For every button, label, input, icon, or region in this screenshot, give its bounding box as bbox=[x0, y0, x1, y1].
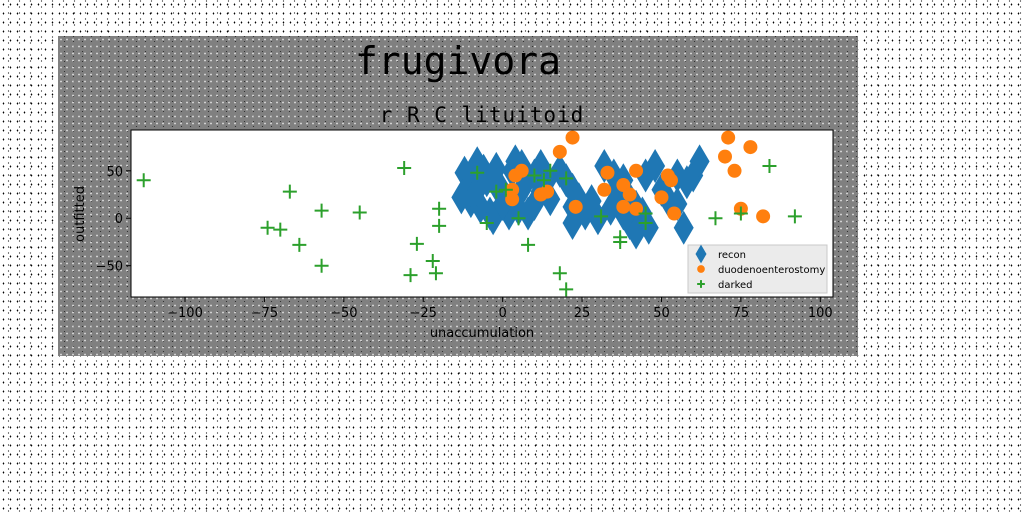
duodenoenterostomy-point bbox=[552, 144, 567, 159]
x-tick-label: −25 bbox=[410, 306, 437, 321]
darked-point bbox=[559, 282, 574, 297]
duodenoenterostomy-point bbox=[664, 173, 678, 188]
duodenoenterostomy-point bbox=[514, 163, 529, 178]
duodenoenterostomy-point bbox=[727, 163, 742, 178]
darked-point bbox=[409, 236, 424, 251]
darked-point bbox=[613, 230, 628, 245]
figure-panel: frugivora r R C lituitoid −100 −75 −50 −25 0… bbox=[58, 36, 858, 356]
darked-point bbox=[733, 206, 748, 221]
darked-point bbox=[282, 184, 297, 199]
x-tick-label: −100 bbox=[167, 306, 203, 321]
darked-point bbox=[403, 268, 418, 283]
duodenoenterostomy-point bbox=[718, 149, 732, 164]
legend-marker-duodenoenterostomy bbox=[697, 265, 705, 273]
darked-point bbox=[511, 211, 526, 226]
x-tick-label: 75 bbox=[733, 306, 750, 321]
duodenoenterostomy-point bbox=[629, 201, 644, 216]
darked-point bbox=[260, 220, 275, 235]
duodenoenterostomy-point bbox=[743, 140, 758, 155]
x-tick-label: 100 bbox=[808, 306, 833, 321]
darked-point bbox=[397, 160, 412, 175]
darked-point bbox=[552, 266, 567, 281]
duodenoenterostomy-point bbox=[568, 199, 583, 214]
legend-box bbox=[687, 244, 828, 294]
darked-point bbox=[273, 222, 288, 237]
legend-label: duodenoenterostomy bbox=[718, 265, 825, 276]
darked-point bbox=[762, 159, 777, 174]
y-tick-label: −50 bbox=[96, 260, 123, 275]
duodenoenterostomy-point bbox=[667, 206, 682, 221]
x-tick-label: 25 bbox=[574, 306, 591, 321]
darked-point bbox=[470, 165, 485, 180]
darked-point bbox=[498, 182, 513, 197]
darked-point bbox=[594, 209, 609, 224]
darked-point bbox=[352, 205, 367, 220]
darked-point bbox=[432, 201, 447, 216]
darked-point bbox=[314, 258, 329, 273]
x-tick-label: 0 bbox=[499, 306, 507, 321]
duodenoenterostomy-point bbox=[629, 163, 644, 178]
darked-point bbox=[521, 237, 536, 252]
darked-point bbox=[543, 163, 558, 178]
darked-point bbox=[638, 215, 653, 230]
darked-point bbox=[708, 211, 723, 226]
darked-point bbox=[136, 173, 151, 188]
darked-point bbox=[314, 203, 329, 218]
darked-point bbox=[479, 215, 494, 230]
x-axis-label: unaccumulation bbox=[430, 326, 534, 341]
duodenoenterostomy-point bbox=[721, 130, 736, 145]
darked-point bbox=[428, 266, 443, 281]
axis-ticks: −100 −75 −50 −25 0 25 50 75 100 −50 0 50 bbox=[96, 165, 833, 321]
legend-label: recon bbox=[718, 250, 746, 261]
chart-subtitle: r R C lituitoid bbox=[380, 103, 585, 127]
scatter-chart: frugivora r R C lituitoid −100 −75 −50 −25 0… bbox=[73, 39, 834, 341]
duodenoenterostomy-point bbox=[622, 187, 637, 202]
legend-marker-darked bbox=[697, 280, 705, 288]
darked-point bbox=[425, 253, 440, 268]
duodenoenterostomy-point bbox=[565, 130, 580, 145]
recon-point bbox=[562, 205, 583, 240]
darked-point bbox=[292, 237, 307, 252]
duodenoenterostomy-point bbox=[756, 209, 771, 224]
legend: recon duodenoenterostomy darked bbox=[687, 244, 828, 294]
duodenoenterostomy-point bbox=[597, 182, 612, 197]
y-axis-label: outfitted bbox=[73, 186, 88, 242]
darked-point bbox=[527, 168, 542, 183]
duodenoenterostomy-point bbox=[540, 184, 555, 199]
darked-point bbox=[536, 173, 551, 188]
x-tick-label: −75 bbox=[251, 306, 278, 321]
duodenoenterostomy-point bbox=[505, 192, 520, 207]
duodenoenterostomy-point bbox=[600, 165, 615, 180]
chart-title: frugivora bbox=[355, 39, 561, 83]
x-tick-label: −50 bbox=[330, 306, 357, 321]
y-tick-label: 50 bbox=[106, 165, 123, 180]
legend-label: darked bbox=[718, 280, 753, 291]
darked-point bbox=[559, 171, 574, 186]
recon-point bbox=[673, 210, 694, 245]
data-points bbox=[136, 130, 802, 297]
duodenoenterostomy-point bbox=[616, 199, 631, 214]
darked-point bbox=[489, 184, 504, 199]
recon-point bbox=[581, 184, 602, 219]
recon-point bbox=[638, 210, 659, 245]
y-tick-label: 0 bbox=[115, 212, 123, 227]
x-tick-label: 50 bbox=[653, 306, 670, 321]
recon-point bbox=[689, 144, 710, 179]
darked-point bbox=[432, 218, 447, 233]
darked-point bbox=[787, 209, 802, 224]
duodenoenterostomy-point bbox=[654, 190, 669, 205]
legend-marker-recon bbox=[695, 244, 707, 264]
